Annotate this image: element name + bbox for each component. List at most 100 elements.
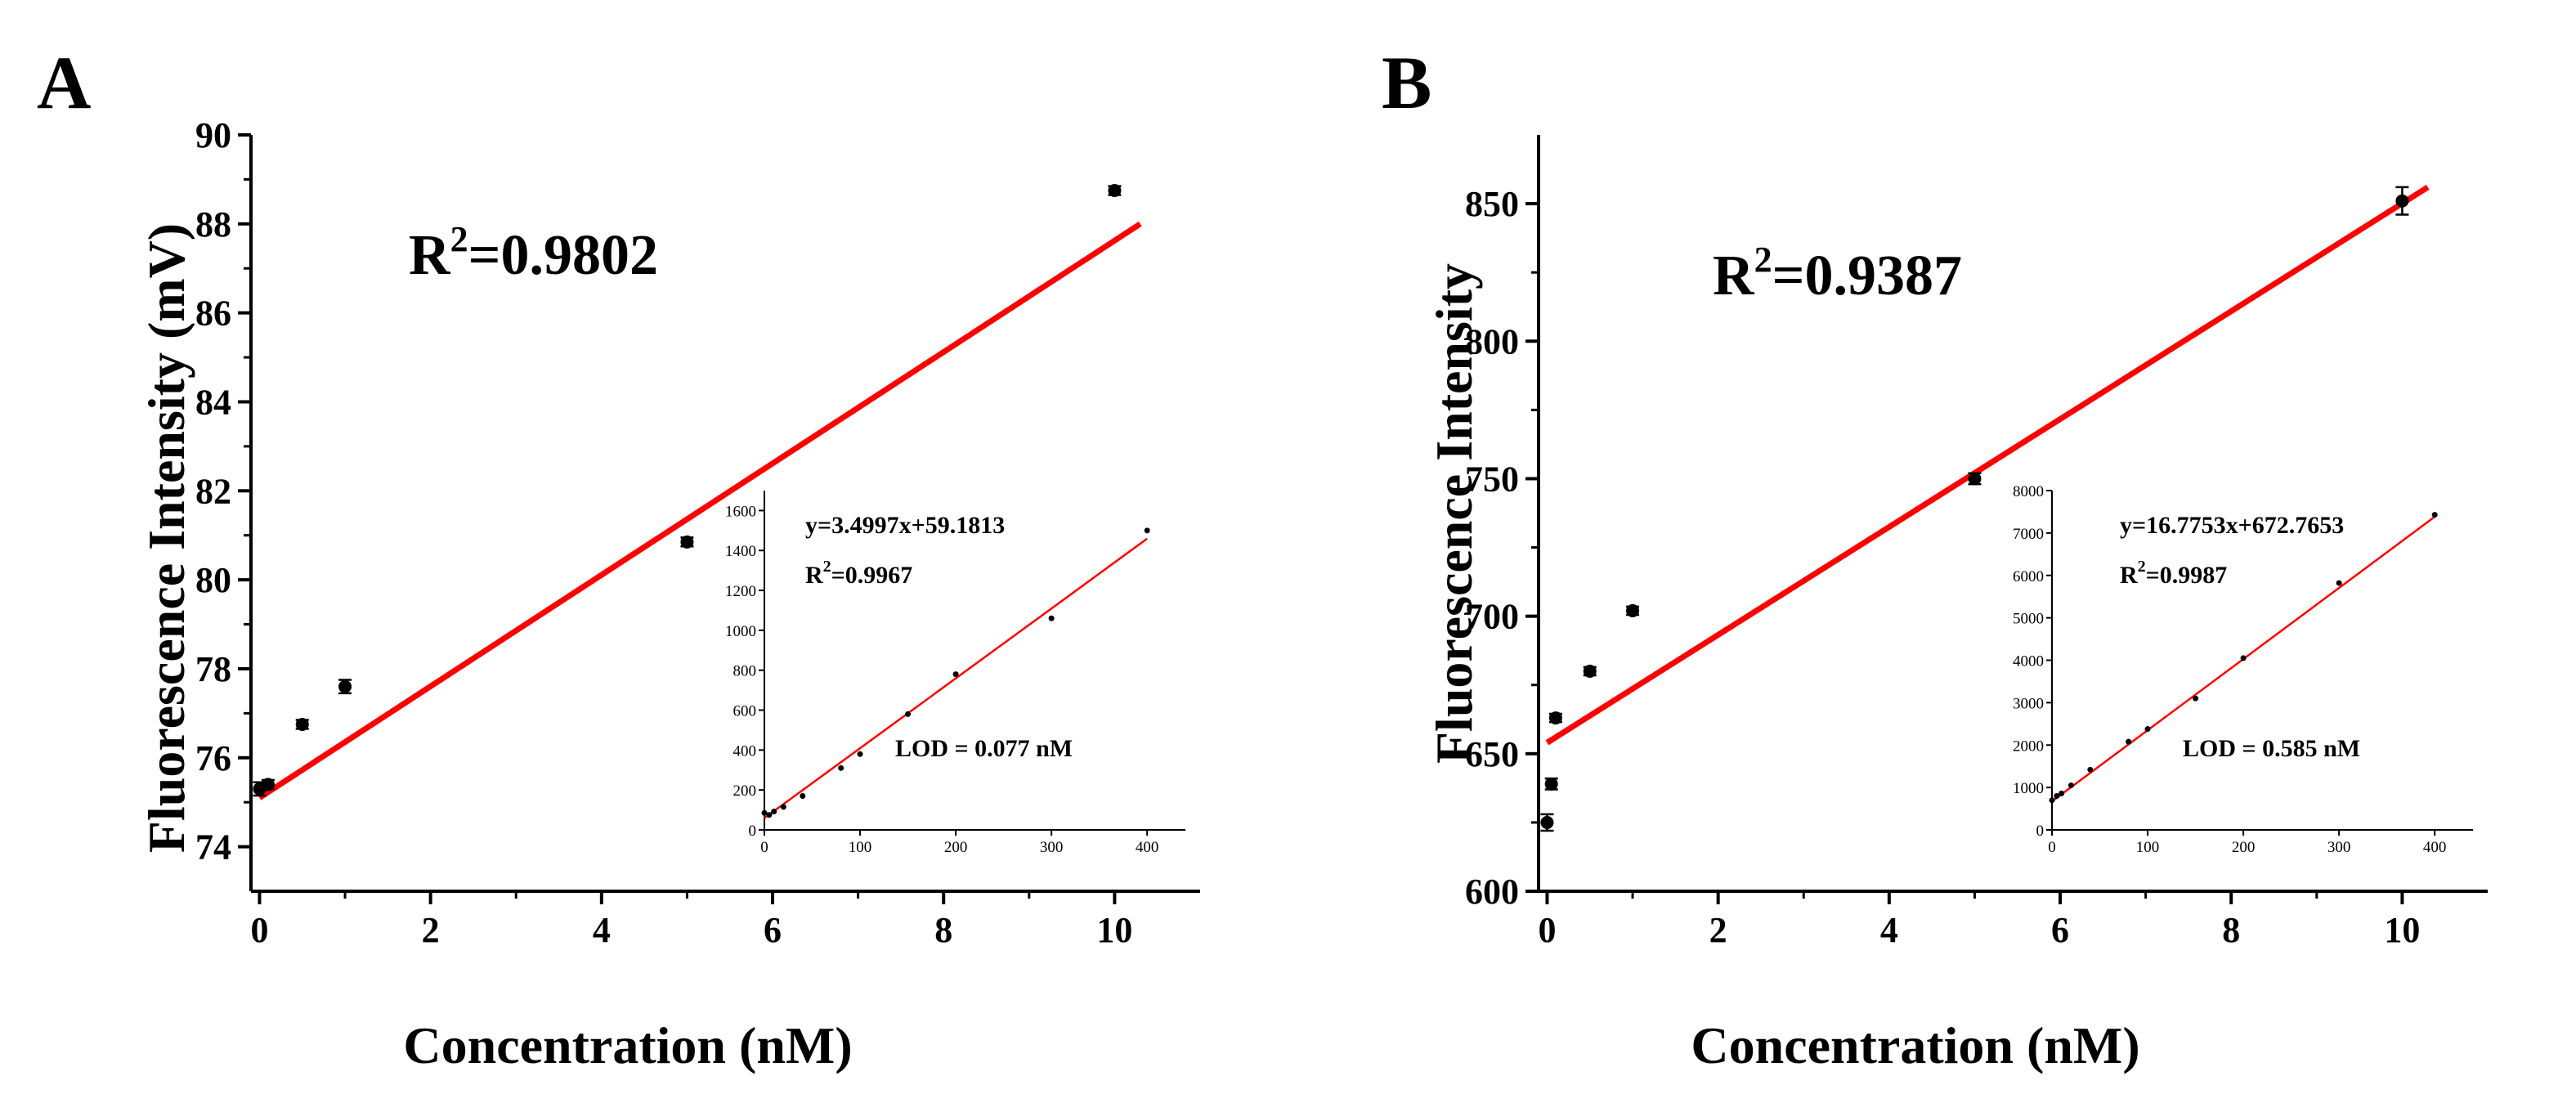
x-tick-label-b: 2 [1709,910,1727,950]
x-tick-label-b: 6 [2051,910,2069,950]
y-tick-label-a: 78 [195,649,231,689]
fit-line-b [1545,184,2430,746]
fit-line-a [258,221,1142,800]
data-point-b [1544,777,1558,791]
data-point-a [1108,184,1122,198]
data-point-a [261,778,275,791]
inset-r2-b: R2=0.9987 [2120,558,2227,589]
data-point-b [1626,603,1640,617]
inset-x-tick-label-a: 300 [1040,839,1064,856]
inset-y-tick-label-b: 3000 [2013,695,2044,712]
r2-annotation-a: R2=0.9802 [409,219,658,287]
inset-data-point-a [761,809,768,816]
inset-equation-a: y=3.4997x+59.1813 [805,512,1005,539]
data-point-b [1968,472,1982,486]
inset-data-point-a [952,671,959,678]
inset-y-tick-label-a: 800 [733,663,757,680]
data-point-a [295,717,309,731]
inset-y-tick-label-b: 8000 [2013,483,2044,500]
inset-lod-a: LOD = 0.077 nM [895,735,1073,762]
inset-y-tick-label-a: 200 [733,782,757,800]
panel-letter-a: A [37,41,91,124]
y-tick-label-a: 82 [195,471,231,511]
y-tick-label-a: 74 [195,827,231,868]
inset-data-point-a [905,711,912,717]
y-tick-label-b: 650 [1465,734,1519,774]
chart-panel-b: B Concentration (nM) Fluorescence Intens… [1288,0,2575,1094]
inset-data-point-b [2068,782,2074,789]
y-tick-label-b: 600 [1465,872,1519,912]
inset-y-tick-label-b: 4000 [2013,653,2044,670]
inset-fit-line-a [764,537,1148,819]
main-plot-b: 0 2 4 6 8 10 600 650 700 750 800 850 [1465,135,2488,950]
y-tick-label-a: 80 [195,560,231,600]
x-tick-label-a: 0 [250,910,268,950]
inset-equation-b: y=16.7753x+672.7653 [2120,512,2344,539]
inset-data-point-b [2126,738,2132,745]
inset-y-tick-label-b: 1000 [2013,780,2044,797]
inset-x-tick-label-a: 100 [849,839,872,856]
data-point-a [338,679,352,693]
data-point-b [1548,711,1562,725]
inset-data-point-b [2144,726,2151,733]
x-axis-title-a: Concentration (nM) [403,1016,852,1074]
inset-plot-a: 0 100 200 300 400 0 200 400 600 800 1000 1200 1400 16… [725,491,1185,856]
x-tick-label-b: 4 [1880,910,1898,950]
inset-y-tick-label-a: 600 [733,703,757,720]
x-tick-label-a: 8 [934,910,952,950]
y-tick-label-a: 86 [195,294,231,334]
inset-data-point-a [1048,615,1055,621]
panel-letter-b: B [1382,41,1431,124]
main-plot-a: 0 2 4 6 8 10 74 76 78 80 82 84 86 88 90 [195,115,1200,950]
inset-y-tick-label-b: 7000 [2013,526,2044,543]
y-tick-label-b: 850 [1465,184,1519,224]
data-point-b [2395,194,2409,208]
inset-data-point-b [2054,793,2060,799]
y-tick-label-b: 700 [1465,597,1519,637]
inset-x-tick-label-a: 400 [1136,839,1159,856]
x-tick-label-b: 0 [1538,910,1556,950]
inset-data-point-a [857,751,863,757]
inset-x-tick-label-b: 400 [2423,839,2447,856]
inset-x-tick-label-a: 200 [944,839,968,856]
inset-plot-b: 0 100 200 300 400010002000300040005000600070… [2013,483,2473,856]
inset-y-tick-label-a: 1000 [725,623,756,640]
y-axis-title-b: Fluorescence Intensity [1425,263,1483,764]
inset-data-point-a [800,793,806,799]
inset-lod-b: LOD = 0.585 nM [2183,735,2360,762]
inset-x-tick-label-b: 100 [2136,839,2160,856]
inset-x-tick-label-b: 0 [2048,839,2056,856]
inset-data-point-a [766,812,773,818]
inset-data-point-b [2240,655,2247,661]
inset-y-tick-label-b: 5000 [2013,611,2044,628]
inset-data-point-b [2087,766,2094,773]
x-tick-label-a: 6 [764,910,782,950]
chart-panel-a: A Concentration (nM) Fluorescence Intens… [37,41,1200,1074]
inset-data-point-a [1144,527,1150,534]
inset-data-point-b [2336,580,2342,586]
inset-y-tick-label-a: 1200 [725,583,756,600]
y-tick-label-a: 76 [195,738,231,778]
inset-x-tick-label-b: 300 [2327,839,2351,856]
data-point-b [1583,664,1597,678]
inset-data-point-b [2193,695,2199,702]
chart-a-svg: A Concentration (nM) Fluorescence Intens… [37,41,1200,1074]
y-tick-label-b: 750 [1465,459,1519,499]
inset-data-point-b [2059,790,2065,796]
inset-r2-a: R2=0.9967 [805,558,912,589]
inset-data-point-a [838,764,844,771]
r2-annotation-b: R2=0.9387 [1713,240,1962,307]
data-point-a [680,535,694,549]
inset-y-tick-label-b: 6000 [2013,568,2044,585]
x-tick-label-a: 10 [1096,910,1132,950]
y-tick-label-a: 90 [195,115,231,155]
y-axis-title-a: Fluorescence Intensity (mV) [137,223,195,853]
y-tick-label-a: 88 [195,204,231,244]
inset-data-point-a [771,809,777,815]
y-tick-label-b: 800 [1465,321,1519,361]
inset-y-tick-label-a: 400 [733,742,757,760]
inset-x-tick-label-b: 200 [2232,839,2256,856]
x-tick-label-a: 2 [422,910,440,950]
inset-y-tick-label-b: 0 [2036,823,2045,840]
inset-data-point-a [780,804,786,810]
